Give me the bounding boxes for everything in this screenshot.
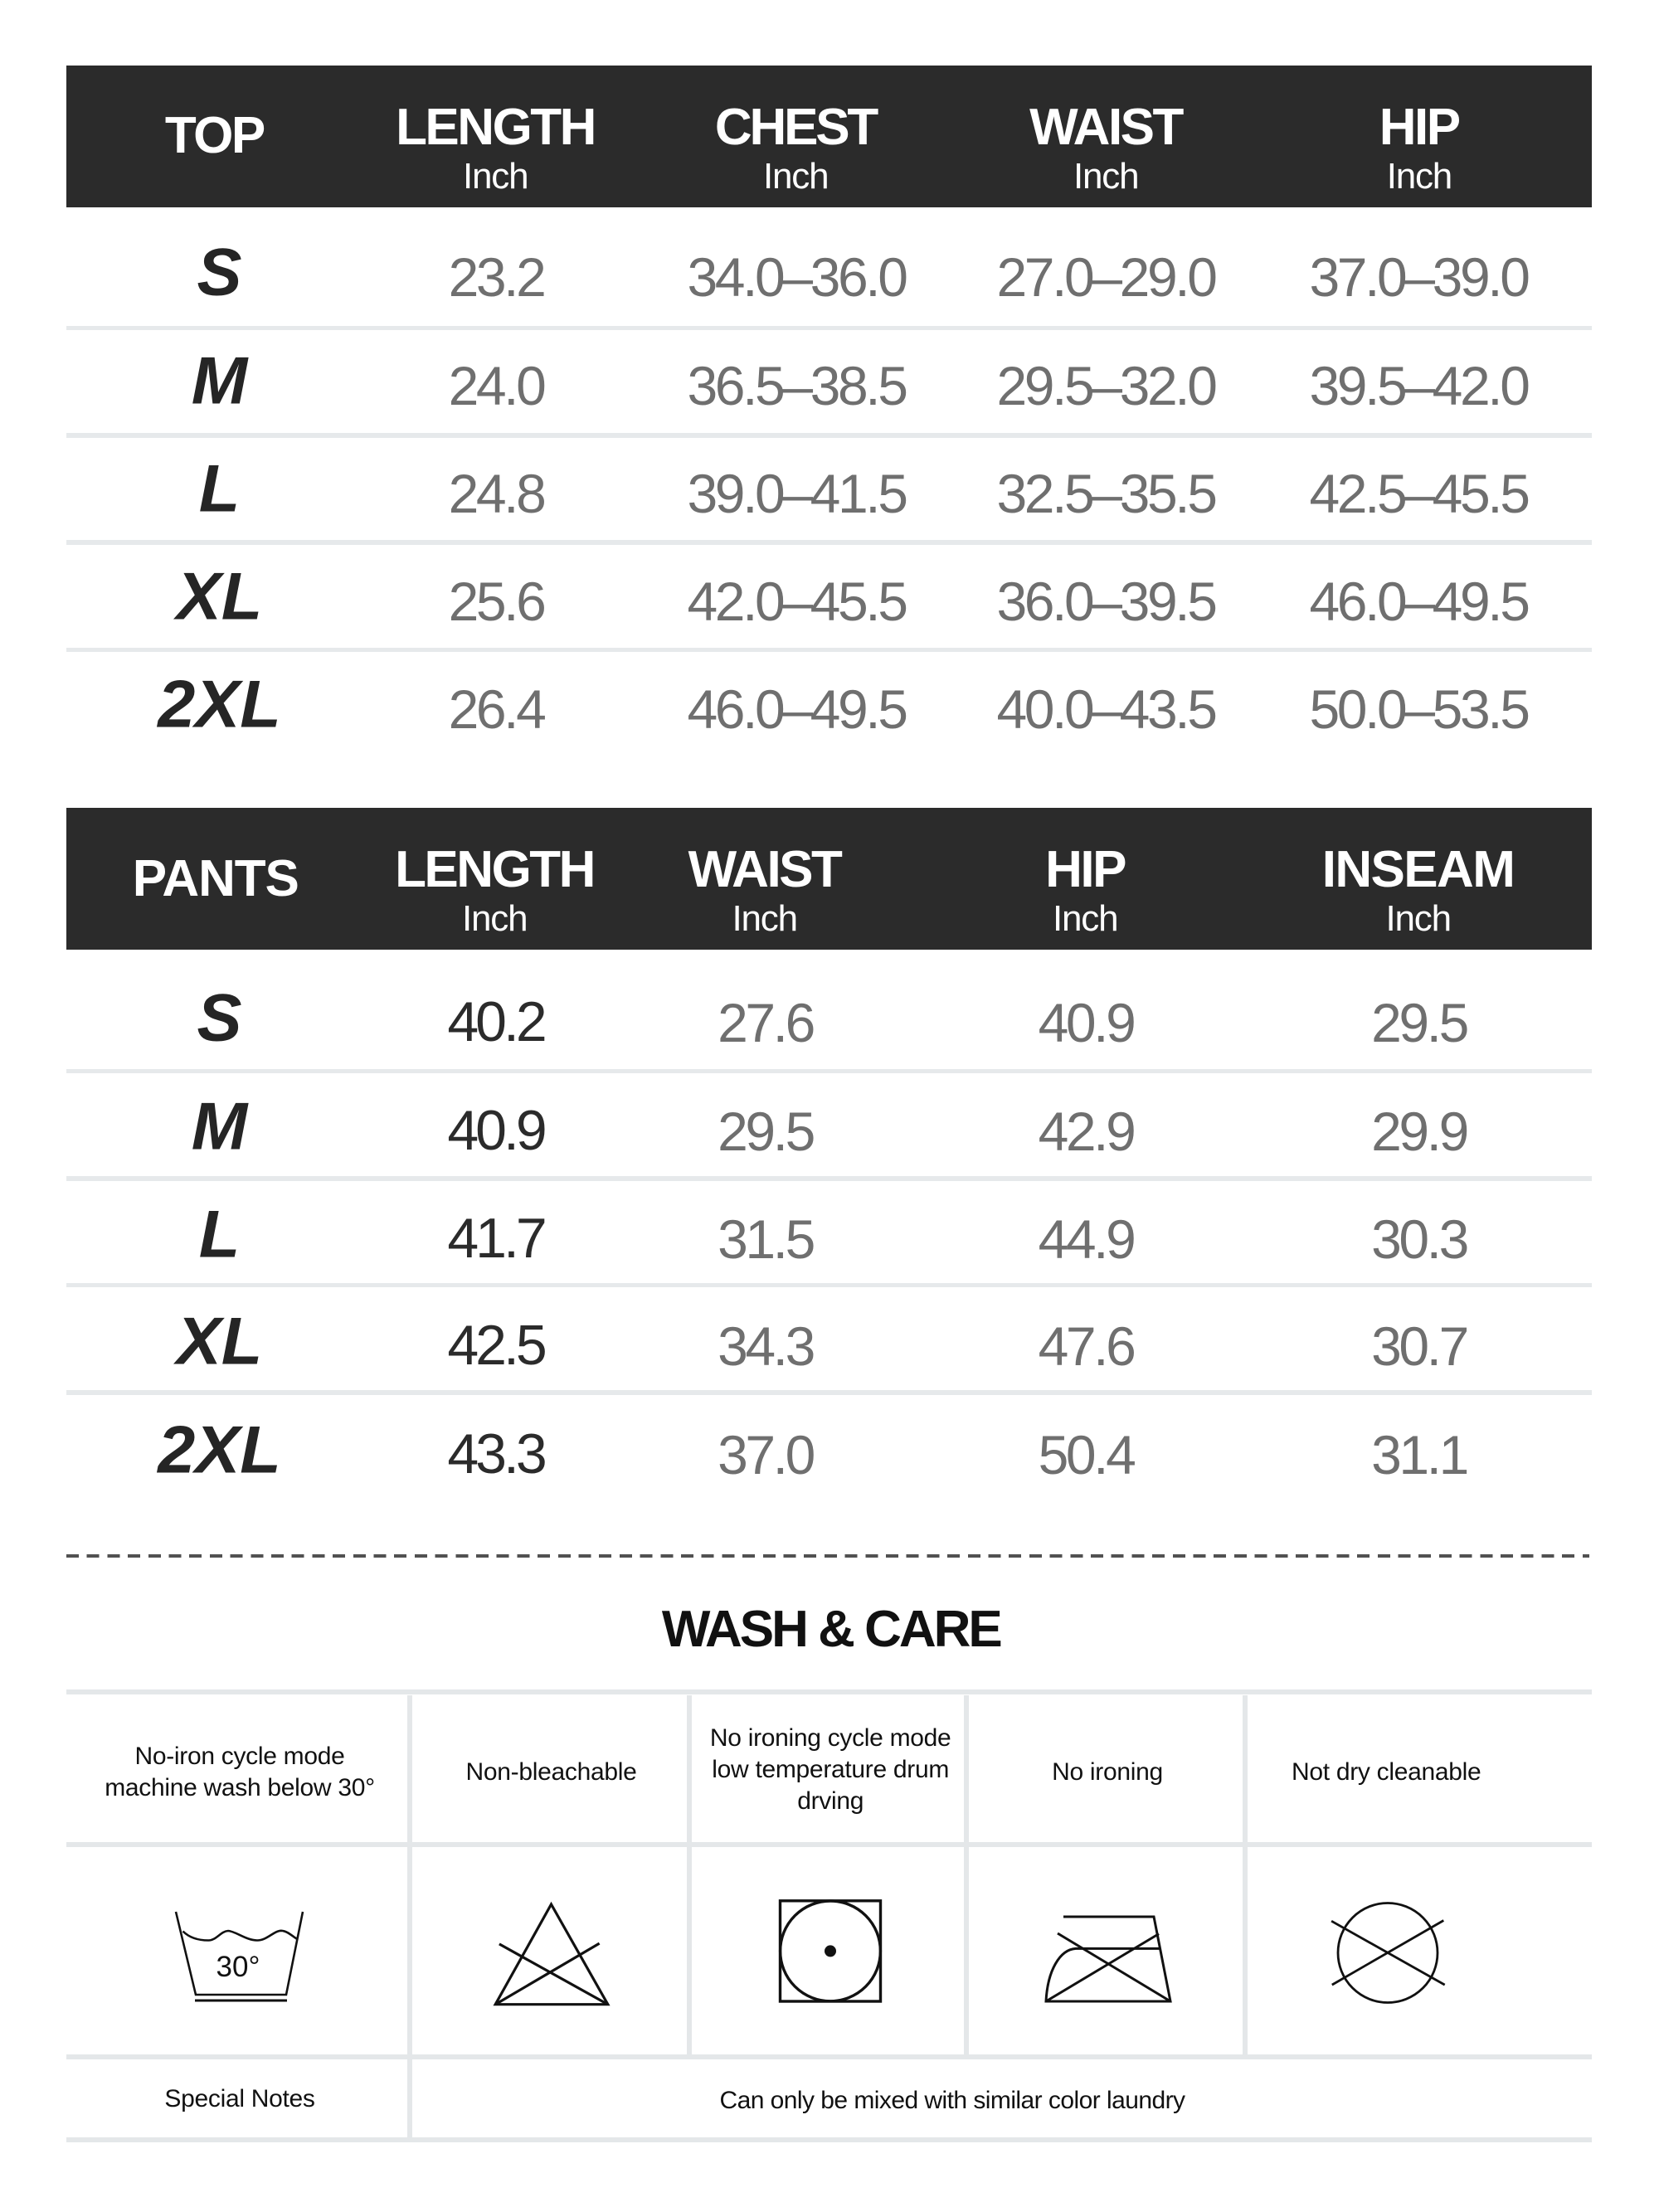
svg-text:30°: 30° <box>216 1951 260 1983</box>
